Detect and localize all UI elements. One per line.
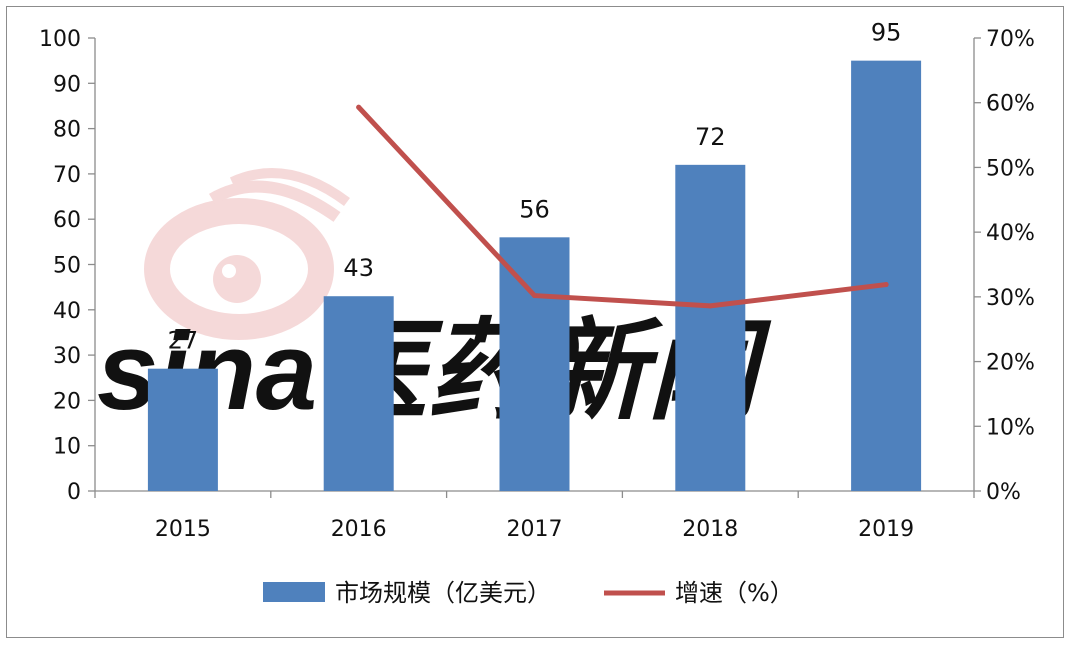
x-axis-tick-label: 2018 (682, 517, 738, 542)
right-axis-tick-label: 40% (986, 221, 1035, 246)
left-axis-tick-label: 20 (53, 389, 81, 414)
legend-label-line: 增速（%） (675, 579, 794, 607)
x-axis-tick-label: 2017 (507, 517, 563, 542)
growth-rate-point (532, 293, 537, 299)
left-axis-tick-label: 40 (53, 299, 81, 324)
plot-area: 0 10 20 30 40 50 60 70 80 90 100 0% 10% 20% 30% 40% 50% 6… (39, 19, 1035, 542)
growth-rate-line (356, 104, 889, 309)
growth-rate-point (356, 104, 362, 110)
bar (323, 296, 394, 491)
left-axis-tick-label: 30 (53, 344, 81, 369)
x-axis-tick-label: 2016 (331, 517, 387, 542)
left-axis-tick-label: 10 (53, 435, 81, 460)
left-axis-tick-label: 80 (53, 118, 81, 143)
left-axis-tick-label: 70 (53, 163, 81, 188)
left-axis-tick-label: 90 (53, 72, 81, 97)
x-axis-tick-label: 2015 (155, 517, 211, 542)
left-axis-tick-label: 0 (67, 480, 81, 505)
growth-rate-point (883, 282, 889, 288)
bar-data-label: 72 (695, 123, 726, 151)
left-axis-tick-label: 50 (53, 254, 81, 279)
left-axis-tick-label: 60 (53, 208, 81, 233)
left-axis-tick-label: 100 (39, 27, 81, 52)
bar (851, 60, 922, 492)
legend-label-bar: 市场规模（亿美元） (335, 579, 551, 607)
x-axis-tick-label: 2019 (858, 517, 914, 542)
right-axis-tick-label: 20% (986, 351, 1035, 376)
sina-watermark: sina医药新闻 (97, 168, 772, 433)
legend: 市场规模（亿美元） 增速（%） (263, 579, 794, 607)
bar-data-label: 43 (343, 254, 374, 282)
right-axis-tick-label: 10% (986, 415, 1035, 440)
right-axis-tick-label: 70% (986, 27, 1035, 52)
bar (147, 368, 218, 491)
bar-data-label: 95 (871, 19, 902, 47)
sina-eye-logo (144, 168, 350, 340)
legend-swatch-bar (263, 582, 325, 602)
chart-svg: sina医药新闻 0 10 20 30 40 50 60 70 80 90 100 0% 10% 20% 3… (39, 19, 1035, 607)
right-axis-tick-label: 0% (986, 480, 1021, 505)
right-axis-tick-label: 60% (986, 92, 1035, 117)
growth-rate-point (707, 303, 713, 309)
right-axis-tick-label: 50% (986, 156, 1035, 181)
bar (675, 164, 746, 491)
bar-data-label: 27 (168, 327, 199, 355)
bar (499, 237, 570, 491)
right-axis-tick-label: 30% (986, 286, 1035, 311)
bar-data-label: 56 (519, 195, 550, 223)
chart-frame: sina医药新闻 0 10 20 30 40 50 60 70 80 90 100 0% 10% 20% 3… (6, 6, 1064, 638)
